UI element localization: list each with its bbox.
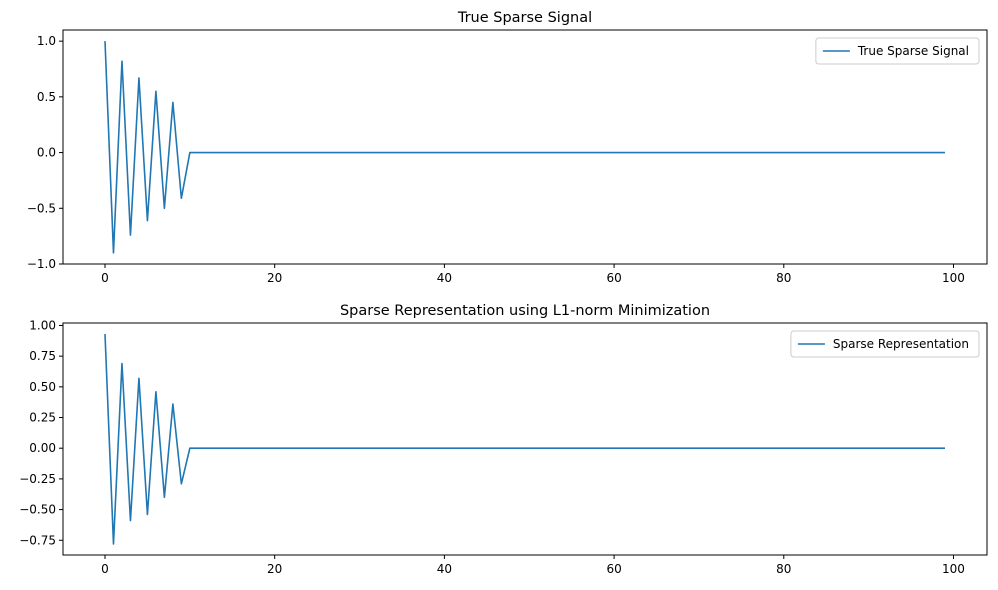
x-tick-label: 40 bbox=[437, 562, 452, 576]
y-tick-label: 0.75 bbox=[29, 349, 56, 363]
legend-box bbox=[815, 37, 980, 65]
subplot-sparse-representation: Sparse Representation using L1-norm Mini… bbox=[19, 303, 988, 576]
subplot-true-sparse-signal: True Sparse Signal 0 20 40 60 80 100 −1.0 −0.5 0… bbox=[27, 10, 988, 285]
y-tick-label: −0.75 bbox=[19, 533, 56, 547]
y-tick-label: −1.0 bbox=[27, 257, 56, 271]
legend-box bbox=[790, 330, 980, 358]
y-tick-label: −0.50 bbox=[19, 503, 56, 517]
subplot-title: Sparse Representation using L1-norm Mini… bbox=[340, 303, 710, 319]
x-tick-label: 20 bbox=[267, 271, 282, 285]
legend: Sparse Representation bbox=[790, 330, 980, 358]
x-tick-label: 80 bbox=[776, 562, 791, 576]
y-tick-label: 0.25 bbox=[29, 411, 56, 425]
axes-frame bbox=[62, 29, 988, 265]
subplot-title: True Sparse Signal bbox=[457, 10, 592, 26]
y-tick-label: 0.0 bbox=[37, 146, 56, 160]
x-tick-label: 0 bbox=[101, 562, 109, 576]
y-tick-label: 0.00 bbox=[29, 441, 56, 455]
axes-frame bbox=[62, 322, 988, 556]
series-line bbox=[104, 41, 945, 254]
y-tick-label: 1.00 bbox=[29, 318, 56, 332]
y-tick-label: 0.50 bbox=[29, 380, 56, 394]
legend-label: True Sparse Signal bbox=[857, 44, 969, 58]
x-tick-label: 60 bbox=[606, 562, 621, 576]
series-line bbox=[104, 334, 945, 545]
x-tick-label: 100 bbox=[942, 271, 965, 285]
x-tick-label: 80 bbox=[776, 271, 791, 285]
x-tick-label: 100 bbox=[942, 562, 965, 576]
legend-label: Sparse Representation bbox=[833, 337, 969, 351]
y-tick-label: −0.25 bbox=[19, 472, 56, 486]
legend: True Sparse Signal bbox=[815, 37, 980, 65]
y-tick-label: 1.0 bbox=[37, 34, 56, 48]
y-tick-label: 0.5 bbox=[37, 90, 56, 104]
y-tick-label: −0.5 bbox=[27, 201, 56, 215]
x-tick-label: 40 bbox=[437, 271, 452, 285]
x-tick-label: 20 bbox=[267, 562, 282, 576]
x-tick-label: 60 bbox=[606, 271, 621, 285]
x-tick-label: 0 bbox=[101, 271, 109, 285]
